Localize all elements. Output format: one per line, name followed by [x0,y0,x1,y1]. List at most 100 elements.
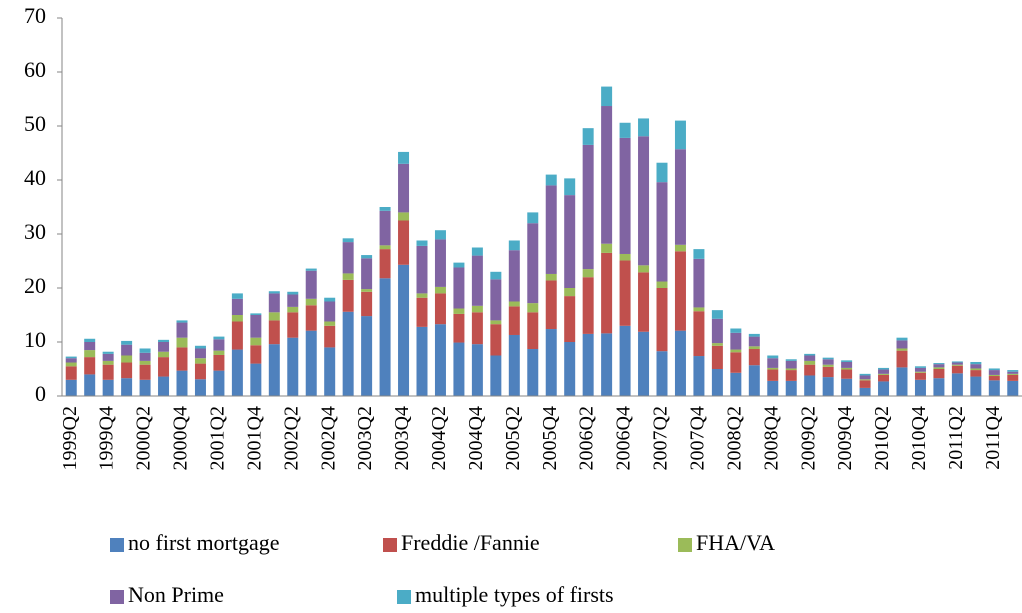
bar-segment [988,368,1000,371]
x-tick-label: 2001Q2 [207,406,229,470]
bar-segment [822,377,834,396]
bar-segment [693,249,705,259]
bar-segment [601,333,613,396]
bar-segment [841,369,853,379]
bar-segment [453,308,465,314]
x-tick-label: 2011Q4 [982,406,1004,470]
bar-segment [453,262,465,268]
bar-segment [564,296,576,342]
bar-segment [342,238,354,243]
bar-segment [804,355,816,361]
bar-segment [564,195,576,288]
bar-segment [970,361,982,365]
bar-segment [453,313,465,343]
bar-segment [674,330,686,396]
bar-segment [508,306,520,335]
bar-segment [158,357,170,377]
bar-segment [601,86,613,107]
bar-segment [471,305,483,313]
x-tick-label: 2004Q4 [465,406,487,470]
bar-segment [121,355,133,363]
bar-segment [748,349,760,366]
bar-segment [785,370,797,381]
bar-segment [250,315,262,338]
bar-segment [194,348,206,359]
bar-segment [65,366,77,380]
x-tick-label: 2006Q2 [576,406,598,470]
bar-segment [471,247,483,256]
bar-segment [878,373,890,375]
bar-segment [730,349,742,353]
bar-segment [730,332,742,350]
x-tick-label: 2005Q2 [502,406,524,470]
bar-segment [471,312,483,345]
bar-segment [822,364,834,367]
bar-segment [213,339,225,351]
bar-segment [859,379,871,381]
bar-segment [564,178,576,196]
bar-segment [379,210,391,246]
bar-segment [656,162,668,183]
bar-segment [453,267,465,309]
bar-segment [361,255,373,259]
bar-segment [693,311,705,357]
bar-segment [361,289,373,292]
bar-segment [84,350,96,358]
x-tick-label: 2000Q4 [170,406,192,470]
bar-segment [250,313,262,315]
bar-segment [324,321,336,326]
bar-segment [711,369,723,396]
bar-segment [158,342,170,352]
bar-segment [748,336,760,347]
bar-segment [416,240,428,246]
bar-segment [988,370,1000,375]
bar-segment [121,344,133,356]
bar-segment [84,342,96,351]
bar-segment [65,379,77,396]
bar-segment [139,348,151,353]
x-tick-label: 2004Q2 [428,406,450,470]
bar-segment [582,144,594,270]
bar-segment [139,352,151,361]
x-tick-label: 2007Q4 [687,406,709,470]
bar-segment [176,320,188,323]
legend-swatch [383,538,397,552]
bar-segment [231,349,243,396]
bar-segment [896,340,908,349]
bar-segment [933,378,945,396]
bar-segment [988,380,1000,396]
bar-segment [102,360,114,365]
bar-segment [878,369,890,374]
bar-segment [822,357,834,360]
bar-segment [398,220,410,265]
bar-segment [527,349,539,396]
bar-segment [933,369,945,379]
bar-segment [711,318,723,344]
bar-segment [490,271,502,280]
bar-segment [767,380,779,396]
bar-segment [158,339,170,342]
bar-segment [416,293,428,298]
bar-segment [841,367,853,370]
bar-segment [342,273,354,280]
bar-segment [878,367,890,370]
bar-segment [361,316,373,396]
bar-segment [268,344,280,396]
bar-segment [545,273,557,281]
bar-segment [951,365,963,374]
bar-segment [287,312,299,338]
bar-segment [914,371,926,373]
bar-segment [804,360,816,365]
bar-segment [102,353,114,361]
bar-segment [933,367,945,369]
bar-segment [398,163,410,213]
bar-segment [158,376,170,396]
y-tick-label: 20 [24,273,46,298]
bar-segment [508,334,520,396]
bar-segment [268,320,280,345]
legend-label: multiple types of firsts [415,582,614,607]
bar-segment [878,381,890,396]
bar-segment [490,355,502,396]
bar-segment [324,297,336,302]
